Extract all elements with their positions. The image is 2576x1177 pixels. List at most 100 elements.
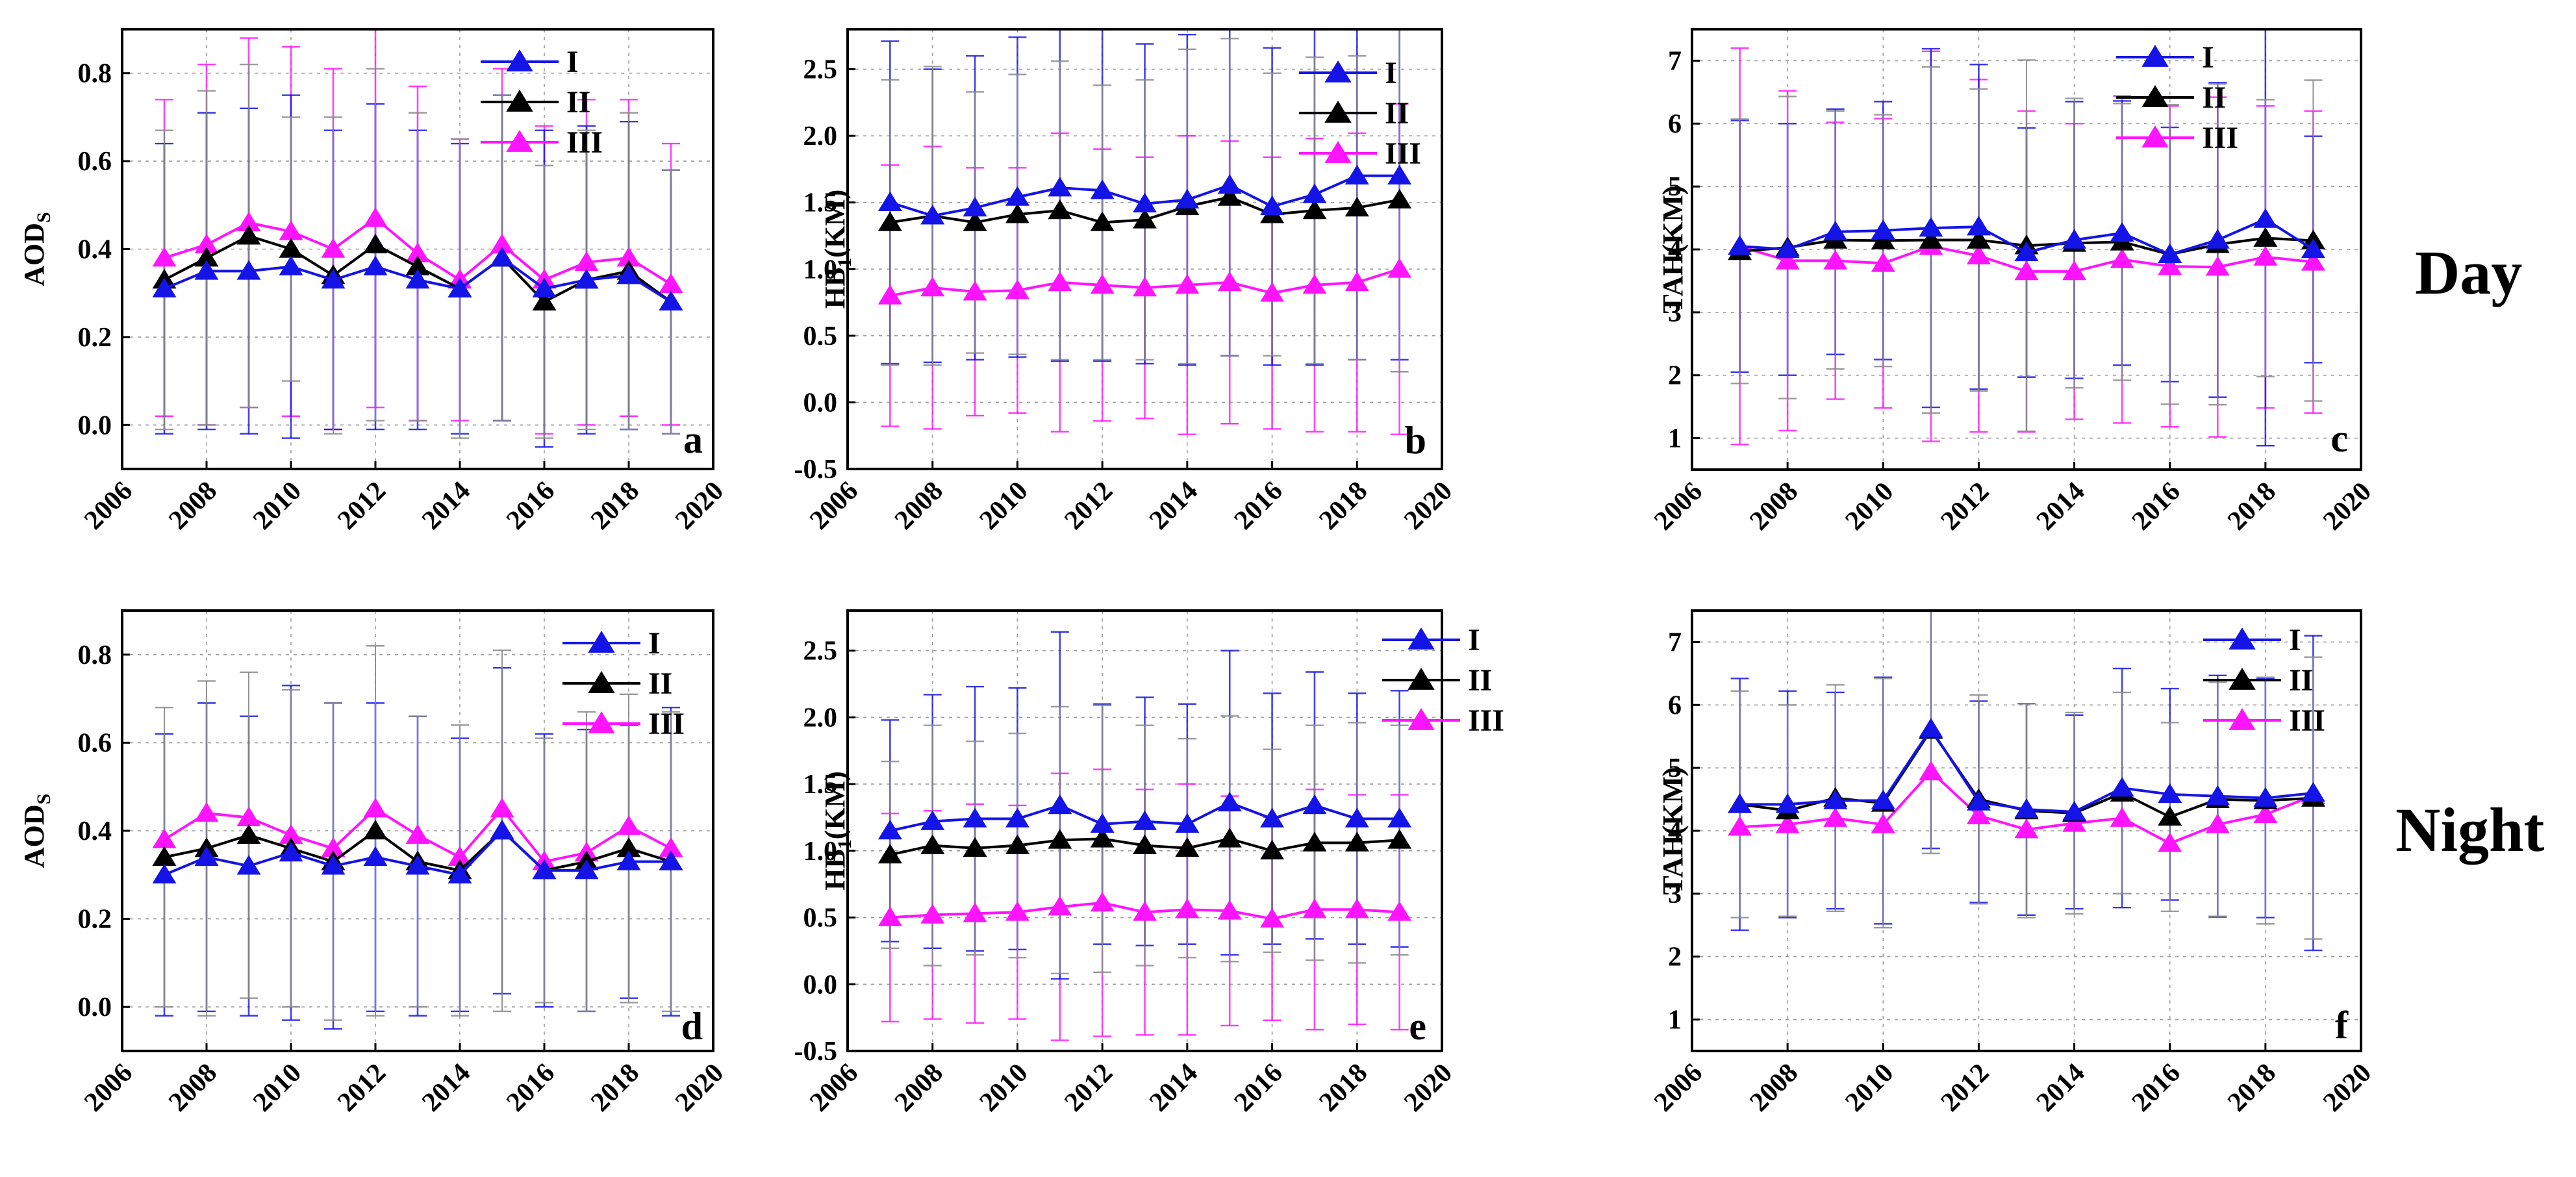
data-point-III (1217, 900, 1242, 920)
panel-letter: e (1409, 1005, 1426, 1048)
legend-marker-II (1408, 668, 1435, 690)
data-point-II (1387, 188, 1412, 209)
y-axis-label-unit: (KM) (819, 771, 851, 839)
legend-label-II: II (1385, 96, 1409, 131)
y-tick-label: 1.5 (803, 188, 838, 218)
y-tick-label: 2.0 (803, 703, 838, 733)
data-point-I (490, 247, 514, 267)
x-tick-label: 2012 (332, 476, 392, 536)
y-axis-label: HB1(KM) (819, 771, 855, 891)
y-tick-label: 6 (1668, 109, 1682, 139)
plot-frame (846, 28, 1443, 470)
y-tick-label: 0.2 (78, 905, 112, 935)
x-tick-label: 2012 (1059, 1058, 1118, 1118)
data-point-I (616, 264, 641, 285)
data-point-III (490, 798, 514, 818)
data-point-III (920, 277, 945, 297)
y-tick-label: -0.5 (794, 455, 838, 485)
legend-label-II: II (648, 666, 672, 701)
x-tick-label: 2014 (416, 1058, 476, 1118)
legend-label-II: II (2289, 663, 2313, 698)
x-tick-label: 2014 (416, 476, 476, 536)
data-point-II (1133, 209, 1157, 229)
panel-letter: f (2335, 1004, 2349, 1046)
data-point-III (2253, 803, 2278, 824)
data-point-I (2062, 229, 2087, 249)
data-point-II (1090, 828, 1115, 848)
y-axis-label: TAH(KM) (1657, 766, 1689, 894)
data-point-III (2110, 248, 2134, 268)
y-tick-label: 7 (1668, 627, 1682, 657)
data-point-III (2301, 251, 2325, 271)
data-point-III (1005, 901, 1029, 921)
data-point-I (1175, 188, 1200, 209)
data-point-III (2158, 255, 2182, 275)
data-point-I (1871, 789, 1895, 809)
panel-letter: c (2330, 417, 2348, 460)
data-point-III (2062, 260, 2087, 281)
data-point-I (1302, 794, 1327, 815)
data-point-I (1728, 235, 1752, 255)
data-point-I (963, 807, 987, 828)
data-point-I (1090, 179, 1115, 199)
y-tick-label: 3 (1668, 298, 1682, 328)
legend-marker-I (1324, 60, 1352, 82)
data-point-I (1966, 216, 1991, 236)
data-point-II (1966, 229, 1991, 249)
data-point-I (1823, 220, 1848, 241)
x-tick-label: 2008 (889, 476, 949, 536)
data-point-I (1260, 807, 1285, 828)
data-point-III (1260, 907, 1285, 928)
data-point-III (616, 815, 641, 835)
data-point-III (363, 798, 388, 818)
x-tick-label: 2014 (1144, 1058, 1204, 1118)
y-axis-label-sub: 1 (834, 258, 855, 268)
data-point-I (1133, 810, 1157, 830)
data-point-III (2205, 256, 2230, 276)
x-tick-label: 2016 (501, 476, 561, 536)
panel-letter: b (1405, 419, 1426, 462)
data-point-I (2253, 208, 2278, 228)
x-tick-label: 2010 (974, 1058, 1034, 1118)
data-point-II (963, 211, 987, 231)
legend-marker-I (588, 631, 615, 653)
data-point-I (1387, 164, 1412, 184)
data-point-II (1048, 829, 1072, 849)
x-tick-label: 2018 (585, 1058, 645, 1118)
data-point-II (1217, 186, 1242, 206)
legend-marker-I (1408, 627, 1435, 650)
data-point-III (2014, 260, 2039, 281)
data-point-I (1345, 807, 1369, 828)
data-point-II (920, 834, 945, 854)
plot-frame (846, 609, 1443, 1052)
data-point-III (1090, 891, 1115, 912)
legend-marker-III (506, 130, 533, 152)
data-point-I (236, 260, 261, 280)
y-tick-label: 2 (1668, 943, 1682, 972)
data-point-II (363, 233, 388, 254)
data-point-III (1217, 271, 1242, 292)
data-point-II (1133, 834, 1157, 854)
data-point-I (2205, 229, 2230, 249)
data-point-I (2158, 783, 2182, 804)
data-point-II (1345, 831, 1369, 852)
x-tick-label: 2006 (1648, 477, 1708, 537)
legend-label-II: II (1468, 663, 1492, 698)
legend-marker-II (506, 90, 533, 112)
data-point-I (2110, 221, 2134, 242)
data-point-I (194, 846, 219, 866)
panel-e: -0.5 0.0 0.5 1.0 1.5 2.0 2.5 2006 2008 2010 2012 20… (794, 609, 1504, 1118)
x-tick-label: 2008 (889, 1058, 949, 1118)
x-tick-label: 2008 (163, 1058, 223, 1118)
data-point-I (2014, 241, 2039, 262)
x-tick-label: 2006 (1648, 1058, 1708, 1118)
x-tick-label: 2018 (585, 476, 645, 536)
x-tick-label: 2006 (79, 476, 138, 536)
data-point-III (1387, 901, 1412, 921)
y-tick-label: 5 (1668, 753, 1682, 783)
data-point-III (1387, 258, 1412, 278)
data-point-I (2062, 800, 2087, 821)
data-point-III (152, 828, 177, 848)
data-point-III (1823, 807, 1848, 827)
